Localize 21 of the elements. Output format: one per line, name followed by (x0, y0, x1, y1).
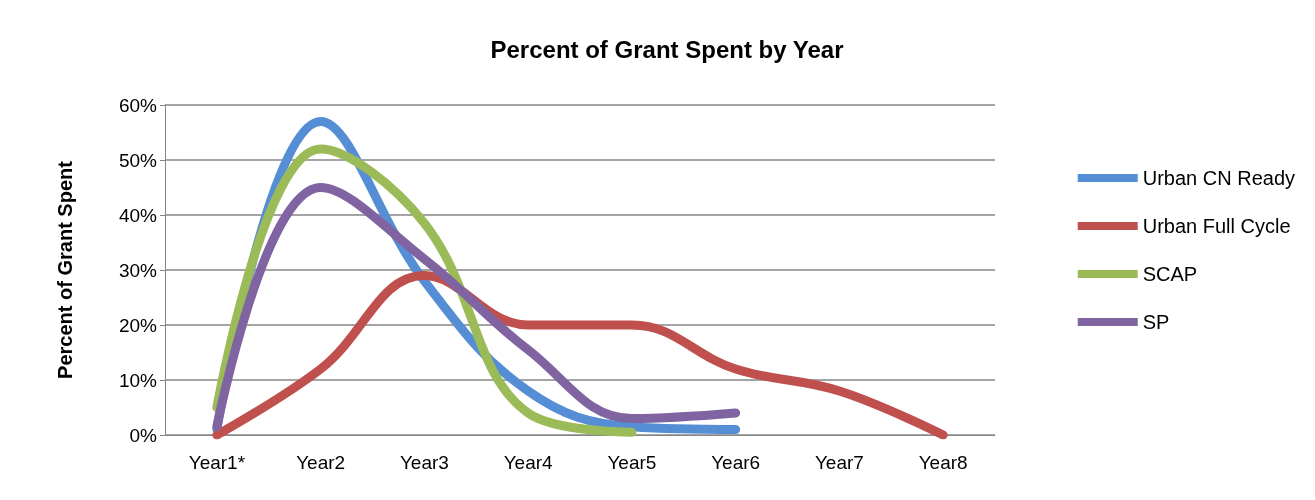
x-tick-label: Year5 (607, 452, 657, 473)
y-tick-label: 0% (129, 424, 158, 446)
legend-label: SCAP (1142, 263, 1198, 285)
x-tick-label: Year3 (399, 452, 449, 473)
legend-label: Urban Full Cycle (1142, 215, 1291, 237)
x-tick-label: Year8 (918, 452, 968, 473)
y-axis-title: Percent of Grant Spent (54, 160, 76, 379)
y-tick-label: 60% (118, 94, 158, 116)
x-tick-label: Year6 (711, 452, 761, 473)
y-tick-label: 50% (118, 149, 158, 171)
legend-label: SP (1142, 311, 1170, 333)
y-tick-label: 40% (118, 204, 158, 226)
y-tick-label: 30% (118, 259, 158, 281)
x-tick-label: Year1* (188, 452, 246, 473)
x-tick-label: Year7 (814, 452, 864, 473)
y-tick-label: 20% (118, 314, 158, 336)
x-tick-label: Year2 (296, 452, 346, 473)
x-tick-label: Year4 (503, 452, 554, 473)
y-tick-label: 10% (118, 369, 158, 391)
legend-label: Urban CN Ready (1142, 167, 1296, 189)
chart-title: Percent of Grant Spent by Year (490, 35, 844, 63)
